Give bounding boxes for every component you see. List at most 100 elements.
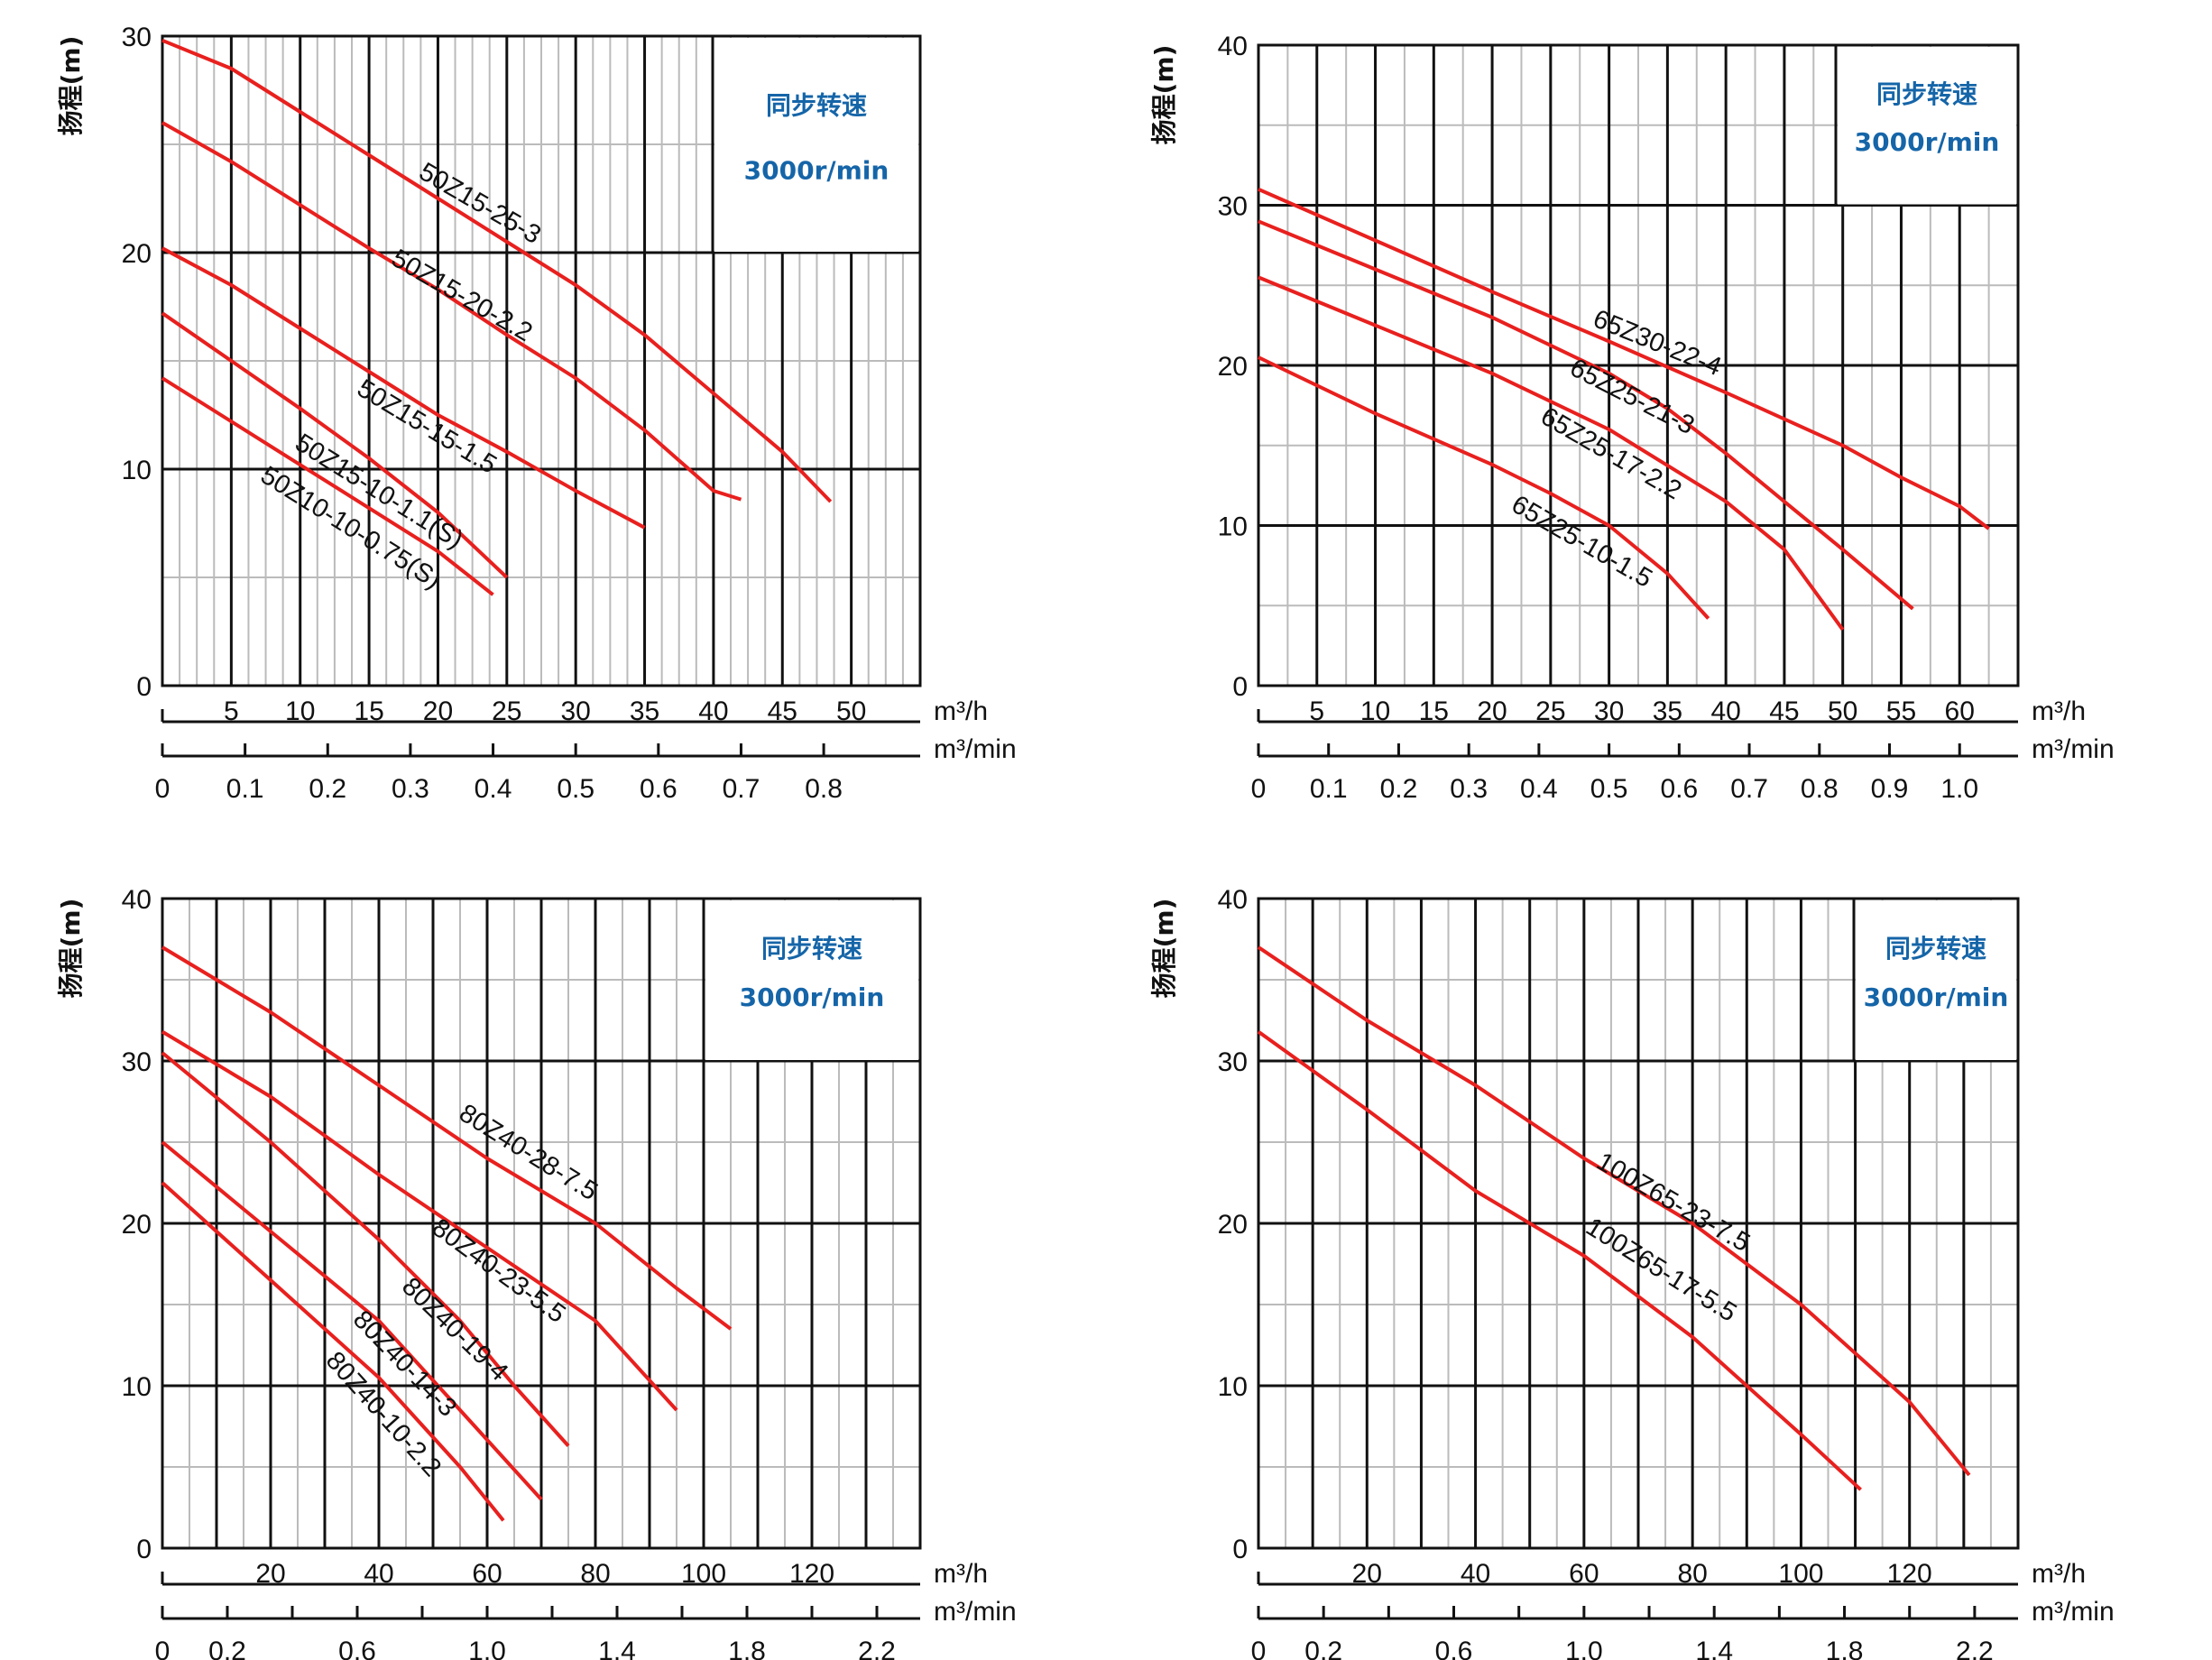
speed-value: 3000r/min (740, 982, 885, 1012)
series-curve-100Z65-17-5.5 (1257, 1029, 1862, 1491)
x-unit-m3min: m³/min (934, 1597, 1017, 1627)
series-curve-50Z10-10-0.75(S) (161, 376, 494, 596)
x-min-tick-label: 1.4 (598, 1637, 636, 1660)
y-tick-label: 40 (1218, 885, 1248, 915)
x-min-tick-label: 0 (1251, 774, 1267, 804)
x-unit-m3h: m³/h (2032, 696, 2086, 726)
x-min-tick-label: 0.6 (640, 774, 677, 804)
speed-box (1856, 900, 2016, 1060)
x-min-tick-label: 0.3 (1450, 774, 1488, 804)
series-label: 50Z15-25-3 (414, 157, 546, 250)
x-min-tick-label: 0.2 (1304, 1637, 1342, 1660)
y-tick-label: 10 (1218, 1372, 1248, 1402)
y-tick-label: 0 (1232, 1535, 1248, 1564)
y-tick-label: 40 (122, 885, 152, 915)
y-tick-label: 20 (1218, 1210, 1248, 1240)
series-curve-80Z40-10-2.2 (161, 1181, 505, 1522)
x-min-tick-label: 0.8 (1801, 774, 1839, 804)
series-curve-50Z15-10-1.1(S) (161, 311, 509, 579)
x-min-tick-label: 0.9 (1871, 774, 1909, 804)
x-min-tick-label: 1.4 (1695, 1637, 1733, 1660)
x-min-tick-label: 0.2 (309, 774, 346, 804)
y-tick-label: 40 (1218, 32, 1248, 61)
x-min-tick-label: 0 (155, 1637, 171, 1660)
y-tick-label: 10 (122, 1372, 152, 1402)
x-tick-label: 5 (224, 696, 239, 726)
x-min-tick-label: 1.0 (468, 1637, 506, 1660)
x-min-tick-label: 1.0 (1565, 1637, 1603, 1660)
y-tick-label: 0 (136, 672, 152, 702)
y-axis-label: 扬程(m) (56, 36, 86, 136)
x-unit-m3min: m³/min (2032, 1597, 2115, 1627)
x-tick-label: 5 (1309, 696, 1324, 726)
x-min-tick-label: 0.2 (208, 1637, 246, 1660)
series-label: 50Z15-20-2.2 (387, 244, 538, 347)
y-tick-label: 10 (122, 456, 152, 485)
x-min-tick-label: 0.8 (805, 774, 843, 804)
x-unit-m3min: m³/min (2032, 734, 2115, 764)
x-min-tick-label: 0.4 (475, 774, 512, 804)
plot-frame (161, 34, 922, 687)
x-unit-m3h: m³/h (934, 696, 988, 726)
speed-title: 同步转速 (761, 934, 862, 964)
speed-title: 同步转速 (766, 90, 867, 120)
x-min-tick-label: 0.5 (1590, 774, 1628, 804)
speed-value: 3000r/min (1864, 982, 2009, 1012)
speed-box (714, 38, 918, 252)
plot-frame (1257, 897, 2020, 1550)
y-tick-label: 20 (122, 1210, 152, 1240)
series-label: 65Z25-10-1.5 (1507, 490, 1657, 594)
x-unit-m3h: m³/h (934, 1559, 988, 1589)
speed-value: 3000r/min (1855, 127, 2000, 157)
x-min-tick-label: 0.7 (723, 774, 760, 804)
y-tick-label: 20 (122, 239, 152, 269)
series-curve-65Z30-22-4 (1258, 187, 1990, 530)
x-min-tick-label: 0.7 (1730, 774, 1768, 804)
series-curve-80Z40-28-7.5 (161, 945, 733, 1331)
plot-frame (161, 897, 922, 1550)
series-curve-100Z65-23-7.5 (1257, 945, 1971, 1477)
x-min-tick-label: 0.6 (1660, 774, 1698, 804)
x-min-tick-label: 2.2 (858, 1637, 896, 1660)
x-min-tick-label: 1.8 (1826, 1637, 1864, 1660)
series-curve-80Z40-23-5.5 (161, 1029, 678, 1412)
x-min-tick-label: 0 (155, 774, 171, 804)
x-min-tick-label: 0.2 (1380, 774, 1418, 804)
series-curve-65Z25-10-1.5 (1258, 355, 1710, 620)
x-min-tick-label: 0.1 (226, 774, 264, 804)
y-tick-label: 10 (1218, 512, 1248, 542)
series-curve-80Z40-14-3 (161, 1140, 543, 1501)
x-min-tick-label: 0.6 (1435, 1637, 1473, 1660)
y-tick-label: 30 (122, 23, 152, 52)
y-tick-label: 30 (1218, 1047, 1248, 1077)
series-curve-50Z15-15-1.5 (161, 246, 646, 530)
y-tick-label: 30 (1218, 192, 1248, 222)
x-min-tick-label: 0.1 (1310, 774, 1348, 804)
x-unit-m3h: m³/h (2032, 1559, 2086, 1589)
x-unit-m3min: m³/min (934, 734, 1017, 764)
series-curve-65Z25-17-2.2 (1258, 275, 1845, 632)
y-axis-label: 扬程(m) (56, 899, 86, 999)
x-min-tick-label: 1.0 (1940, 774, 1978, 804)
x-min-tick-label: 0 (1251, 1637, 1267, 1660)
y-axis-label: 扬程(m) (1149, 899, 1179, 999)
plot-frame (1257, 43, 2020, 687)
speed-title: 同步转速 (1876, 79, 1977, 109)
series-curve-80Z40-19-4 (161, 1051, 570, 1447)
x-min-tick-label: 1.8 (728, 1637, 766, 1660)
x-min-tick-label: 0.5 (557, 774, 594, 804)
y-tick-label: 0 (1232, 672, 1248, 702)
y-tick-label: 0 (136, 1535, 152, 1564)
series-curve-65Z25-21-3 (1258, 219, 1914, 611)
x-min-tick-label: 0.6 (338, 1637, 376, 1660)
speed-title: 同步转速 (1885, 934, 1986, 964)
speed-box (705, 900, 918, 1060)
series-curve-50Z15-25-3 (161, 38, 833, 503)
y-tick-label: 20 (1218, 352, 1248, 382)
x-min-tick-label: 0.4 (1520, 774, 1558, 804)
y-tick-label: 30 (122, 1047, 152, 1077)
